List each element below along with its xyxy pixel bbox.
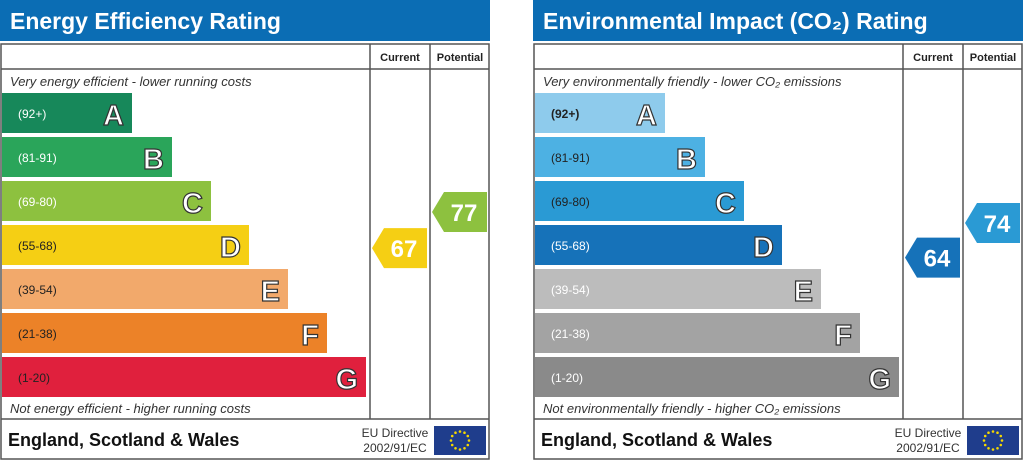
- band-g: [535, 357, 899, 397]
- bottom-note: Not environmentally friendly - higher CO…: [543, 401, 841, 416]
- energy-rating-panel: Energy Efficiency Rating Current Potential…: [0, 0, 490, 460]
- column-potential: Potential: [970, 52, 1016, 64]
- band-range: (55-68): [551, 239, 590, 253]
- panel-header: [533, 0, 1023, 41]
- eu-flag-icon: [434, 426, 486, 455]
- band-range: (92+): [551, 107, 579, 121]
- band-g: [2, 357, 366, 397]
- band-f: [535, 313, 860, 353]
- band-range: (1-20): [18, 371, 50, 385]
- potential-rating-value: 77: [451, 200, 478, 227]
- bottom-note: Not energy efficient - higher running co…: [10, 401, 251, 416]
- potential-rating-arrow: [432, 192, 487, 232]
- potential-rating-arrow: [965, 203, 1020, 243]
- band-letter: F: [301, 320, 319, 352]
- band-letter: A: [636, 100, 657, 132]
- footer-region: England, Scotland & Wales: [8, 430, 239, 450]
- column-potential: Potential: [437, 52, 483, 64]
- current-rating-arrow: [905, 237, 960, 278]
- band-letter: B: [143, 144, 164, 176]
- band-letter: G: [335, 364, 358, 396]
- band-c: [535, 181, 744, 221]
- band-b: [535, 137, 705, 177]
- band-range: (81-91): [18, 151, 57, 165]
- potential-rating-value: 74: [984, 211, 1011, 238]
- band-letter: E: [794, 276, 813, 308]
- co2-rating-panel: Environmental Impact (CO₂) Rating Current…: [533, 0, 1023, 460]
- top-note: Very environmentally friendly - lower CO…: [543, 74, 842, 89]
- current-rating-arrow: [372, 228, 427, 269]
- band-range: (69-80): [551, 195, 590, 209]
- band-b: [2, 137, 172, 177]
- band-letter: G: [868, 364, 891, 396]
- band-range: (69-80): [18, 195, 57, 209]
- panel-title: Energy Efficiency Rating: [10, 8, 281, 34]
- band-d: [2, 225, 249, 265]
- band-letter: C: [182, 188, 203, 220]
- band-range: (39-54): [18, 283, 57, 297]
- band-a: [535, 93, 665, 133]
- band-range: (92+): [18, 107, 46, 121]
- band-e: [2, 269, 288, 309]
- directive-line2: 2002/91/EC: [896, 441, 960, 455]
- band-letter: D: [220, 232, 241, 264]
- band-letter: F: [834, 320, 852, 352]
- band-f: [2, 313, 327, 353]
- band-range: (55-68): [18, 239, 57, 253]
- band-letter: A: [103, 100, 124, 132]
- band-range: (21-38): [551, 327, 590, 341]
- band-letter: B: [676, 144, 697, 176]
- band-range: (81-91): [551, 151, 590, 165]
- band-letter: E: [261, 276, 280, 308]
- band-letter: D: [753, 232, 774, 264]
- directive-line1: EU Directive: [895, 426, 962, 440]
- footer-region: England, Scotland & Wales: [541, 430, 772, 450]
- directive-line1: EU Directive: [362, 426, 429, 440]
- band-letter: C: [715, 188, 736, 220]
- current-rating-value: 67: [391, 236, 418, 263]
- column-current: Current: [380, 52, 420, 64]
- band-c: [2, 181, 211, 221]
- directive-line2: 2002/91/EC: [363, 441, 427, 455]
- eu-flag-icon: [967, 426, 1019, 455]
- panel-title: Environmental Impact (CO₂) Rating: [543, 8, 928, 34]
- band-range: (21-38): [18, 327, 57, 341]
- top-note: Very energy efficient - lower running co…: [10, 74, 252, 89]
- band-d: [535, 225, 782, 265]
- band-range: (39-54): [551, 283, 590, 297]
- current-rating-value: 64: [924, 246, 951, 273]
- panel-header: [0, 0, 490, 41]
- band-e: [535, 269, 821, 309]
- column-current: Current: [913, 52, 953, 64]
- band-a: [2, 93, 132, 133]
- band-range: (1-20): [551, 371, 583, 385]
